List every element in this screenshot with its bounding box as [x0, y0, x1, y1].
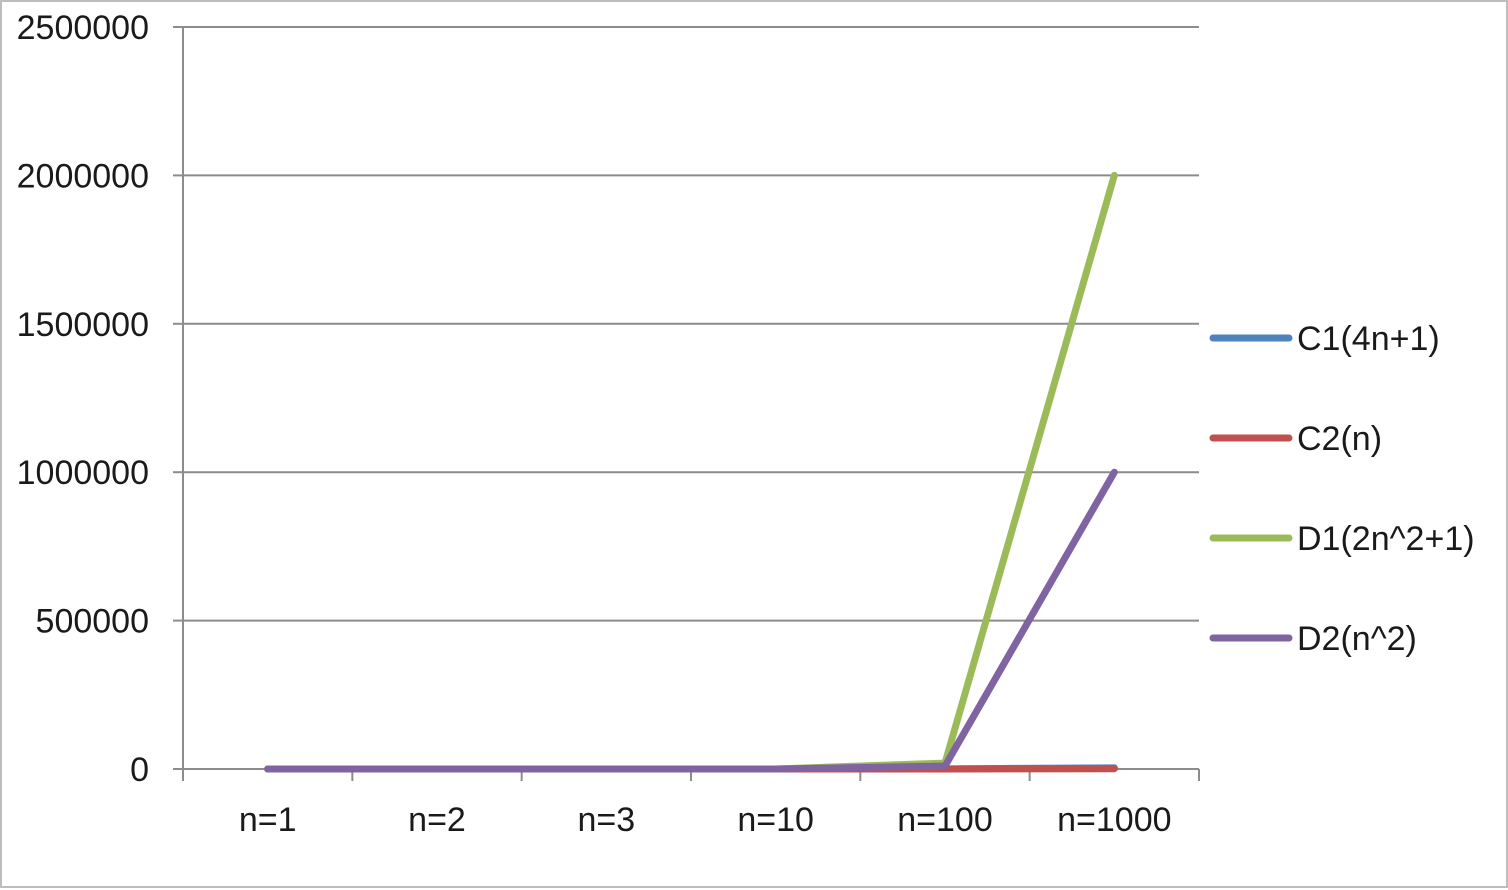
- legend-label-2: D1(2n^2+1): [1297, 520, 1475, 558]
- y-tick-label: 2000000: [17, 157, 149, 195]
- legend-label-3: D2(n^2): [1297, 620, 1417, 658]
- y-tick-labels: 0 500000 1000000 1500000 2000000 2500000: [17, 9, 149, 789]
- y-tick-label: 1000000: [17, 454, 149, 492]
- y-tick-label: 2500000: [17, 9, 149, 47]
- y-tick-label: 500000: [36, 603, 149, 641]
- y-tick-label: 0: [130, 751, 149, 789]
- x-tick-label: n=3: [577, 801, 635, 839]
- legend: C1(4n+1) C2(n) D1(2n^2+1) D2(n^2): [1213, 320, 1475, 658]
- x-tick-label: n=10: [737, 801, 814, 839]
- x-tick-label: n=2: [408, 801, 466, 839]
- legend-label-0: C1(4n+1): [1297, 320, 1440, 358]
- gridlines: [183, 27, 1199, 621]
- x-tick-labels: n=1 n=2 n=3 n=10 n=100 n=1000: [239, 801, 1172, 839]
- x-tick-label: n=1000: [1057, 801, 1171, 839]
- x-tick-label: n=1: [239, 801, 297, 839]
- legend-label-1: C2(n): [1297, 420, 1382, 458]
- y-tick-label: 1500000: [17, 306, 149, 344]
- x-tick-label: n=100: [897, 801, 993, 839]
